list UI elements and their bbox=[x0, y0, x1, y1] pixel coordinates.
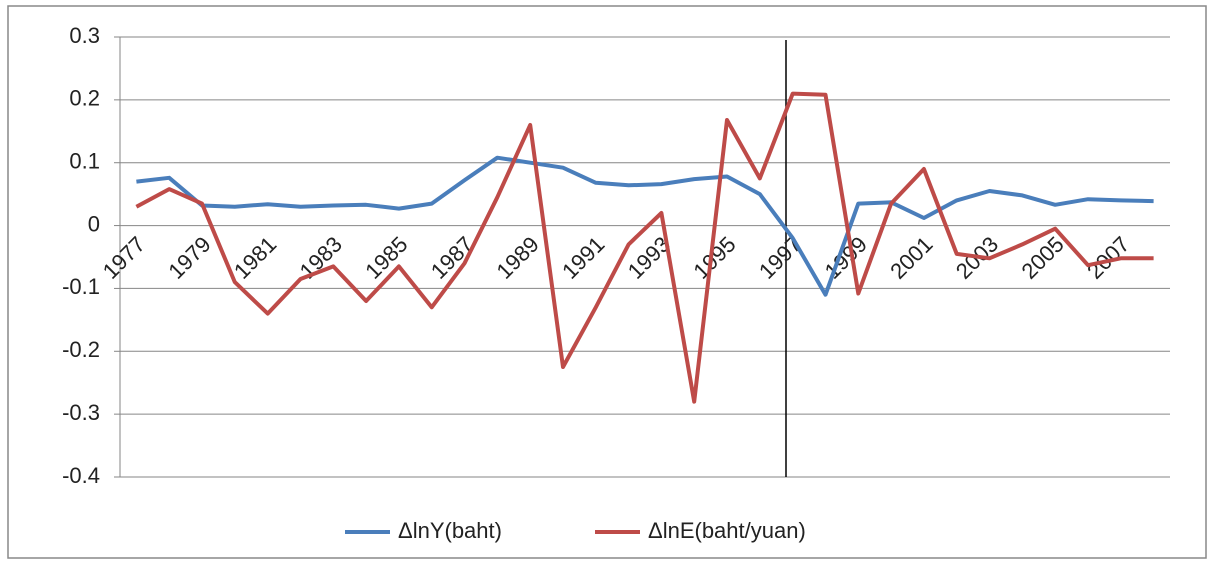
legend-label: ΔlnY(baht) bbox=[398, 518, 502, 543]
y-tick-label: 0.3 bbox=[69, 23, 100, 48]
y-tick-label: -0.2 bbox=[62, 337, 100, 362]
y-tick-label: -0.1 bbox=[62, 274, 100, 299]
legend-label: ΔlnE(baht/yuan) bbox=[648, 518, 806, 543]
y-tick-label: 0.1 bbox=[69, 149, 100, 174]
y-tick-label: 0.2 bbox=[69, 86, 100, 111]
data-line bbox=[136, 155, 1154, 297]
data-line bbox=[135, 91, 1154, 404]
y-tick-label: -0.3 bbox=[62, 400, 100, 425]
y-tick-label: 0 bbox=[88, 211, 100, 236]
y-tick-label: -0.4 bbox=[62, 463, 100, 488]
